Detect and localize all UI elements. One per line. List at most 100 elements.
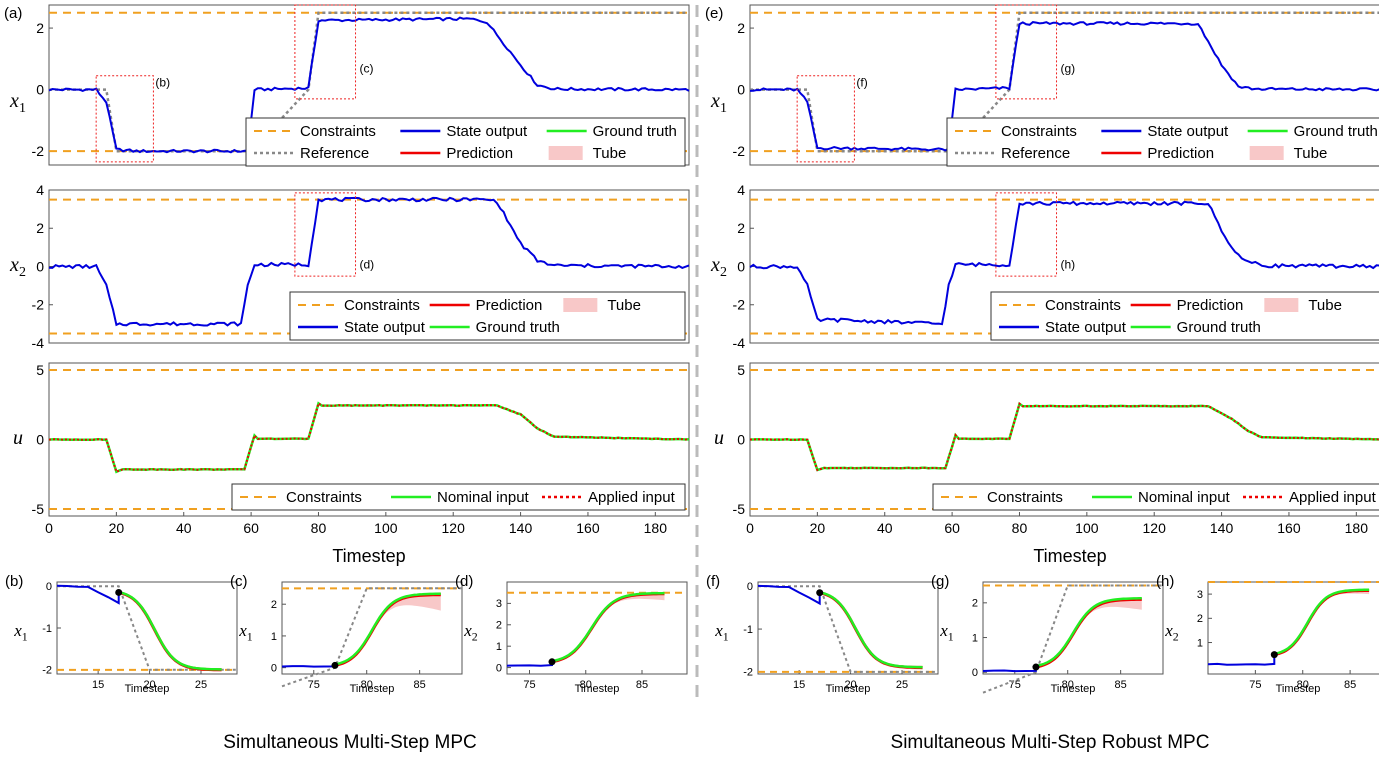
x1-legend-swatch — [1249, 146, 1284, 160]
main-xlabel: Timestep — [1033, 546, 1106, 566]
panel-e-caption: Simultaneous Multi-Step Robust MPC — [891, 732, 1210, 753]
zoom-state-output-line — [1207, 654, 1276, 666]
u-applied-input-line — [750, 402, 1379, 472]
zoom-xtick-label: 85 — [636, 679, 648, 691]
zoom-tube-area — [552, 592, 665, 662]
zoom-ground-truth-line — [118, 590, 222, 671]
zoom-xtick-label: 15 — [92, 679, 104, 691]
x2-ytick-label: -2 — [733, 297, 746, 313]
zoom-box-2-label: (c) — [360, 62, 374, 76]
zoom-xtick-label: 75 — [1249, 679, 1261, 691]
x1-state-output-line — [749, 21, 1379, 152]
zoom-box-2 — [995, 4, 1058, 100]
zoom-xtick-label: 75 — [1009, 679, 1021, 691]
x1-ytick-label: -2 — [32, 143, 45, 159]
zoom-xtick-label: 15 — [793, 679, 805, 691]
zoom-xtick-label: 85 — [1344, 679, 1356, 691]
zoom-ytick-label: 2 — [496, 620, 502, 632]
u-xtick-label: 60 — [944, 520, 960, 536]
zoom-box-2-label: (g) — [1061, 62, 1076, 76]
u-xtick-label: 0 — [45, 520, 53, 536]
zoom-state-output-line — [982, 667, 1037, 673]
zoom-ytick-label: 3 — [1197, 589, 1203, 601]
zoom-xlabel: Timestep — [1051, 683, 1096, 695]
u-xtick-label: 40 — [877, 520, 893, 536]
zoom-box-1-label: (b) — [155, 76, 170, 90]
zoom-xtick-label: 25 — [896, 679, 908, 691]
u-xtick-label: 20 — [810, 520, 826, 536]
x2-legend-label: Tube — [1308, 297, 1342, 314]
zoom-state-output-line — [757, 584, 821, 606]
x2-ytick-label: 4 — [737, 182, 745, 198]
x2-ytick-label: 2 — [36, 220, 44, 236]
zoom-box-3 — [294, 192, 357, 277]
zoom-current-state-marker — [331, 661, 339, 669]
x1-legend-label: Ground truth — [1294, 123, 1378, 140]
u-nominal-input-line — [750, 401, 1379, 472]
u-ytick-label: 5 — [737, 362, 745, 378]
x1-legend-label: Reference — [300, 145, 369, 162]
u-xtick-label: 100 — [1075, 520, 1099, 536]
x2-ytick-label: 2 — [737, 220, 745, 236]
zoom-reference-line — [982, 584, 1163, 694]
zoom-xtick-label: 80 — [1062, 679, 1074, 691]
x1-legend-label: Constraints — [300, 123, 376, 140]
zoom-state-output-line — [281, 665, 336, 668]
zoom-xtick-label: 75 — [523, 679, 535, 691]
u-xtick-label: 140 — [509, 520, 533, 536]
x1-legend-label: Prediction — [446, 145, 513, 162]
zoom-ytick-label: 3 — [496, 598, 502, 610]
zoom-xtick-label: 20 — [143, 679, 155, 691]
x1-legend-label: Constraints — [1001, 123, 1077, 140]
u-xtick-label: 100 — [374, 520, 398, 536]
zoom-ytick-label: 1 — [271, 631, 277, 643]
zoom-ylabel: x2 — [1164, 621, 1179, 643]
u-ytick-label: 5 — [36, 362, 44, 378]
x2-ytick-label: -2 — [32, 297, 45, 313]
zoom-ground-truth-line — [1035, 597, 1142, 668]
zoom-reference-line — [758, 585, 938, 673]
zoom-ytick-label: 0 — [496, 662, 502, 674]
zoom-ground-truth-line — [819, 591, 923, 669]
zoom-ytick-label: -1 — [42, 623, 52, 635]
x1-legend-label: Ground truth — [593, 123, 677, 140]
zoom-xtick-label: 85 — [1115, 679, 1127, 691]
x1-legend-label: State output — [446, 123, 528, 140]
zoom-ytick-label: 1 — [496, 641, 502, 653]
zoom-current-state-marker — [1270, 651, 1278, 659]
x2-legend-swatch — [1264, 298, 1299, 312]
x2-legend-label: Prediction — [1177, 297, 1244, 314]
u-ylabel: u — [714, 427, 724, 449]
zoom-box-1 — [796, 75, 855, 163]
zoom-panel-label: (g) — [931, 573, 949, 590]
zoom-tube-area — [118, 592, 222, 672]
panel-label: (e) — [705, 5, 723, 22]
zoom-box-3-label: (h) — [1061, 257, 1076, 271]
u-xtick-label: 120 — [442, 520, 466, 536]
zoom-xlabel: Timestep — [575, 683, 620, 695]
zoom-ytick-label: 0 — [46, 581, 52, 593]
zoom-current-state-marker — [548, 658, 556, 666]
zoom-state-output-line — [56, 584, 120, 605]
x1-ylabel: x1 — [9, 90, 26, 116]
zoom-tube-area — [1274, 589, 1370, 655]
u-legend-label: Constraints — [987, 489, 1063, 506]
zoom-ytick-label: 0 — [271, 663, 277, 675]
panel-a-caption: Simultaneous Multi-Step MPC — [223, 732, 476, 753]
u-legend-label: Constraints — [286, 489, 362, 506]
zoom-ytick-label: 1 — [972, 632, 978, 644]
x1-ytick-label: 0 — [36, 82, 44, 98]
zoom-current-state-marker — [1032, 663, 1040, 671]
u-xtick-label: 160 — [1277, 520, 1301, 536]
zoom-ytick-label: 0 — [747, 581, 753, 593]
x2-ytick-label: 0 — [737, 258, 745, 274]
zoom-ground-truth-line — [1274, 588, 1370, 656]
zoom-prediction-line — [118, 591, 222, 672]
x2-legend-label: Constraints — [1045, 297, 1121, 314]
zoom-axes-frame — [506, 581, 688, 675]
u-legend-label: Nominal input — [437, 489, 530, 506]
x2-legend-label: Ground truth — [1177, 319, 1261, 336]
u-xtick-label: 80 — [311, 520, 327, 536]
u-xtick-label: 180 — [1345, 520, 1369, 536]
